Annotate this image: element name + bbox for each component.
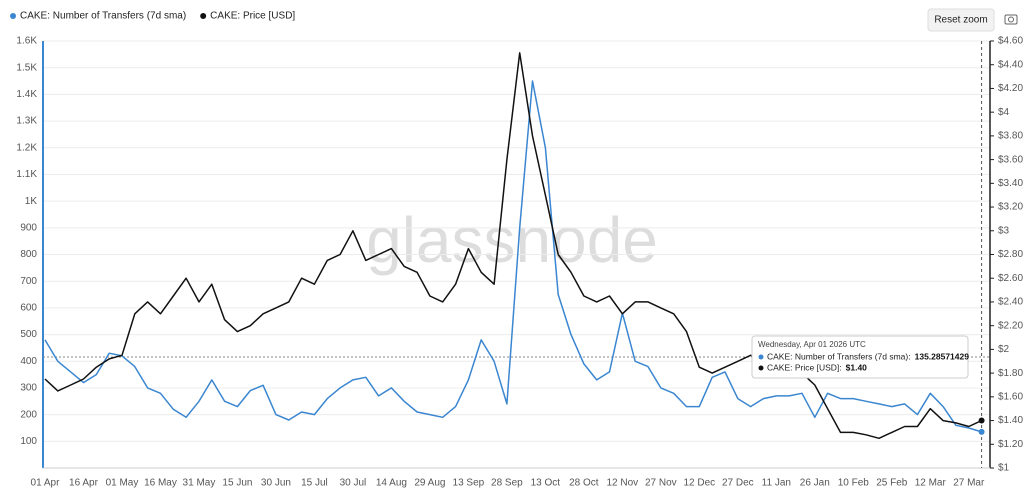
camera-icon[interactable] (1004, 14, 1018, 25)
camera-body[interactable] (1004, 14, 1018, 25)
x-tick-label: 14 Aug (376, 478, 407, 489)
y2-tick-label: $1.20 (998, 439, 1023, 450)
tooltip-label: CAKE: Price [USD]: (767, 362, 842, 372)
y2-tick-label: $4.60 (998, 36, 1023, 47)
y-tick-label: 400 (20, 356, 37, 367)
y2-tick-label: $2.40 (998, 297, 1023, 308)
tooltip-marker (758, 354, 764, 360)
x-tick-label: 13 Sep (453, 478, 485, 489)
y-tick-label: 800 (20, 249, 37, 260)
x-tick-label: 01 May (106, 478, 139, 489)
x-tick-label: 27 Mar (953, 478, 985, 489)
tooltip-title: Wednesday, Apr 01 2026 UTC (758, 340, 866, 349)
x-tick-label: 28 Sep (491, 478, 523, 489)
x-tick-label: 10 Feb (838, 478, 870, 489)
y-tick-label: 100 (20, 436, 37, 447)
y2-tick-label: $1 (998, 463, 1010, 474)
y2-tick-label: $2 (998, 344, 1010, 355)
y-tick-label: 300 (20, 383, 37, 394)
x-tick-label: 27 Dec (722, 478, 754, 489)
tooltip-value: 135.28571429 (915, 351, 970, 361)
y-tick-label: 1.5K (16, 62, 37, 73)
y2-tick-label: $3.60 (998, 154, 1023, 165)
x-tick-label: 01 Apr (31, 478, 61, 489)
y-tick-label: 500 (20, 329, 37, 340)
x-tick-label: 12 Dec (683, 478, 715, 489)
x-tick-label: 16 May (144, 478, 177, 489)
y2-tick-label: $3 (998, 225, 1010, 236)
y-tick-label: 1.4K (16, 89, 37, 100)
legend-label: CAKE: Number of Transfers (7d sma) (20, 11, 186, 22)
tooltip-box (751, 335, 969, 379)
hover-point (978, 428, 985, 435)
y2-tick-label: $1.80 (998, 368, 1023, 379)
tooltip: Wednesday, Apr 01 2026 UTC CAKE: Number o… (751, 335, 970, 379)
y-tick-label: 1K (25, 196, 38, 207)
y-tick-label: 1.2K (16, 142, 37, 153)
reset-zoom[interactable]: Reset zoom (927, 8, 995, 32)
tooltip-marker (758, 365, 764, 371)
camera-lens[interactable] (1008, 16, 1014, 23)
reset-zoom-box[interactable] (927, 8, 995, 32)
y-tick-label: 700 (20, 276, 37, 287)
y2-tick-label: $4 (998, 107, 1010, 118)
watermark: glassnode (366, 204, 658, 276)
y-tick-label: 900 (20, 222, 37, 233)
x-tick-label: 12 Nov (607, 478, 639, 489)
y-tick-label: 1.1K (16, 169, 37, 180)
legend-marker (200, 13, 207, 19)
reset-zoom-label[interactable]: Reset zoom (934, 15, 987, 26)
y2-tick-label: $4.20 (998, 83, 1023, 94)
y2-tick-label: $2.20 (998, 320, 1023, 331)
x-tick-label: 30 Jun (261, 478, 291, 489)
y-tick-label: 200 (20, 409, 37, 420)
y2-tick-label: $1.40 (998, 415, 1023, 426)
x-tick-label: 11 Jan (762, 478, 791, 489)
y2-tick-label: $3.20 (998, 202, 1023, 213)
x-tick-label: 26 Jan (800, 478, 830, 489)
x-tick-label: 16 Apr (69, 478, 99, 489)
y2-tick-label: $2.60 (998, 273, 1023, 284)
tooltip-value: $1.40 (846, 362, 868, 372)
series-line (44, 80, 982, 433)
series-line (44, 52, 982, 440)
legend-label: CAKE: Price [USD] (210, 11, 295, 22)
x-tick-label: 25 Feb (876, 478, 908, 489)
y2-tick-label: $2.80 (998, 249, 1023, 260)
x-tick-label: 15 Jun (222, 478, 252, 489)
hover-point (978, 417, 985, 424)
x-tick-label: 13 Oct (531, 478, 561, 489)
x-tick-label: 31 May (183, 478, 216, 489)
tooltip-label: CAKE: Number of Transfers (7d sma): (767, 351, 911, 361)
y-tick-label: 1.3K (16, 116, 37, 127)
y2-tick-label: $3.80 (998, 131, 1023, 142)
x-tick-label: 12 Mar (915, 478, 947, 489)
y2-tick-label: $3.40 (998, 178, 1023, 189)
y2-tick-label: $4.40 (998, 59, 1023, 70)
legend-marker (10, 13, 16, 19)
x-tick-label: 28 Oct (569, 478, 599, 489)
x-tick-label: 15 Jul (301, 478, 328, 489)
x-tick-label: 29 Aug (414, 478, 445, 489)
y-tick-label: 1.6K (16, 36, 37, 47)
y2-tick-label: $1.60 (998, 391, 1023, 402)
y-tick-label: 600 (20, 303, 37, 314)
x-tick-label: 27 Nov (645, 478, 677, 489)
x-tick-label: 30 Jul (340, 478, 367, 489)
